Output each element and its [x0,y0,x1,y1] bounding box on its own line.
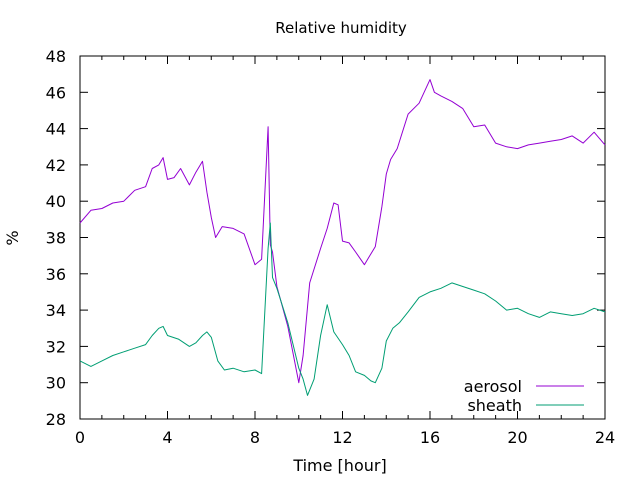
x-tick-label: 4 [162,428,172,447]
y-tick-label: 32 [46,337,66,356]
series-lines [79,79,606,396]
series-line-aerosol [79,79,606,384]
y-tick-label: 42 [46,156,66,175]
y-tick-label: 36 [46,265,66,284]
y-tick-label: 40 [46,192,66,211]
x-tick-label: 24 [595,428,615,447]
legend: aerosol sheath [464,377,584,415]
y-tick-label: 46 [46,83,66,102]
x-tick-label: 16 [420,428,440,447]
x-tick-label: 20 [507,428,527,447]
x-tick-label: 8 [250,428,260,447]
tick-marks [79,55,606,420]
legend-label-aerosol: aerosol [464,377,522,396]
y-axis-label: % [3,230,22,245]
x-axis-label: Time [hour] [292,456,386,475]
x-tick-label: 0 [75,428,85,447]
y-tick-label: 34 [46,301,66,320]
legend-label-sheath: sheath [467,396,522,415]
y-tick-labels: 28 30 32 34 36 38 40 42 44 46 48 [46,47,66,429]
series-line-sheath [79,222,606,396]
y-tick-label: 48 [46,47,66,66]
chart-title: Relative humidity [275,19,407,37]
x-tick-labels: 0 4 8 12 16 20 24 [75,428,615,447]
y-tick-label: 44 [46,120,66,139]
y-tick-label: 38 [46,229,66,248]
y-tick-label: 28 [46,410,66,429]
x-tick-label: 12 [332,428,352,447]
y-tick-label: 30 [46,374,66,393]
